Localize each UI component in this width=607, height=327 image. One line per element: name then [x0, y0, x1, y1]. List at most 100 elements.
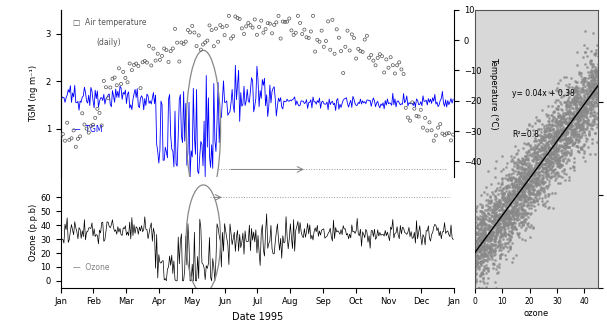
Point: [514, 220, 524, 226]
Point: [484, 205, 493, 211]
Point: [478, 247, 488, 252]
Point: [575, 117, 585, 123]
Point: [581, 113, 591, 118]
Point: [481, 237, 490, 242]
Point: [509, 184, 518, 189]
Point: [519, 195, 529, 200]
Point: [473, 246, 483, 251]
Point: [554, 164, 564, 170]
Point: [155, 57, 164, 62]
Point: [560, 134, 570, 140]
Point: [534, 157, 543, 162]
Point: [565, 99, 575, 105]
Point: [566, 117, 576, 122]
Point: [475, 216, 485, 222]
Point: [476, 262, 486, 267]
Point: [471, 257, 481, 263]
Point: [540, 128, 550, 133]
Point: [577, 123, 587, 128]
Point: [550, 153, 560, 158]
Point: [496, 214, 506, 219]
Point: [560, 132, 569, 137]
Point: [581, 127, 591, 132]
Point: [572, 143, 582, 148]
Point: [590, 112, 600, 118]
Point: [553, 171, 563, 176]
Point: [582, 97, 592, 103]
Point: [557, 119, 566, 124]
Point: [302, 35, 311, 40]
Point: [518, 179, 528, 184]
Point: [533, 181, 543, 186]
Point: [475, 238, 484, 243]
Point: [523, 176, 532, 181]
Point: [529, 191, 538, 196]
Point: [553, 130, 563, 135]
Point: [547, 133, 557, 138]
Point: [101, 85, 111, 90]
Point: [583, 46, 592, 51]
Point: [514, 157, 523, 162]
Point: [572, 112, 582, 118]
Point: [533, 180, 543, 185]
Point: [520, 180, 530, 185]
Point: [571, 121, 581, 127]
Point: [515, 195, 524, 200]
Point: [534, 193, 544, 198]
Point: [470, 274, 480, 279]
Point: [490, 243, 500, 248]
Point: [518, 156, 528, 161]
Point: [544, 127, 554, 132]
Point: [553, 134, 563, 140]
Point: [561, 136, 571, 141]
Point: [558, 144, 568, 149]
Point: [586, 60, 595, 66]
Point: [534, 166, 543, 172]
Point: [334, 35, 344, 40]
Point: [592, 68, 602, 73]
Point: [510, 208, 520, 214]
Point: [533, 176, 543, 181]
Point: [592, 70, 602, 75]
Point: [551, 178, 560, 183]
Point: [506, 210, 515, 215]
Point: [526, 234, 535, 239]
Point: [548, 164, 557, 169]
Point: [498, 197, 508, 202]
Point: [561, 82, 571, 87]
Point: [541, 141, 551, 146]
Point: [371, 63, 381, 68]
Point: [471, 263, 481, 268]
Point: [582, 98, 591, 104]
Point: [484, 237, 494, 242]
Point: [449, 132, 458, 137]
Point: [490, 193, 500, 198]
Point: [560, 120, 570, 125]
Point: [487, 246, 497, 251]
Point: [521, 171, 531, 176]
Point: [517, 205, 527, 210]
Point: [525, 166, 535, 172]
Point: [543, 125, 552, 130]
Point: [500, 200, 509, 205]
Point: [516, 219, 526, 225]
Point: [578, 143, 588, 148]
Point: [481, 233, 490, 238]
Point: [472, 247, 481, 252]
Point: [516, 197, 526, 202]
Point: [497, 218, 507, 223]
Point: [471, 248, 481, 253]
Point: [487, 224, 497, 230]
Point: [520, 237, 530, 243]
Point: [502, 198, 512, 203]
Point: [526, 142, 535, 147]
Point: [540, 145, 550, 150]
Point: [571, 126, 581, 131]
Point: [476, 247, 486, 252]
Point: [559, 150, 569, 156]
Point: [548, 168, 557, 173]
Point: [591, 65, 600, 70]
Point: [501, 211, 511, 216]
Point: [496, 225, 506, 230]
Point: [486, 237, 496, 242]
